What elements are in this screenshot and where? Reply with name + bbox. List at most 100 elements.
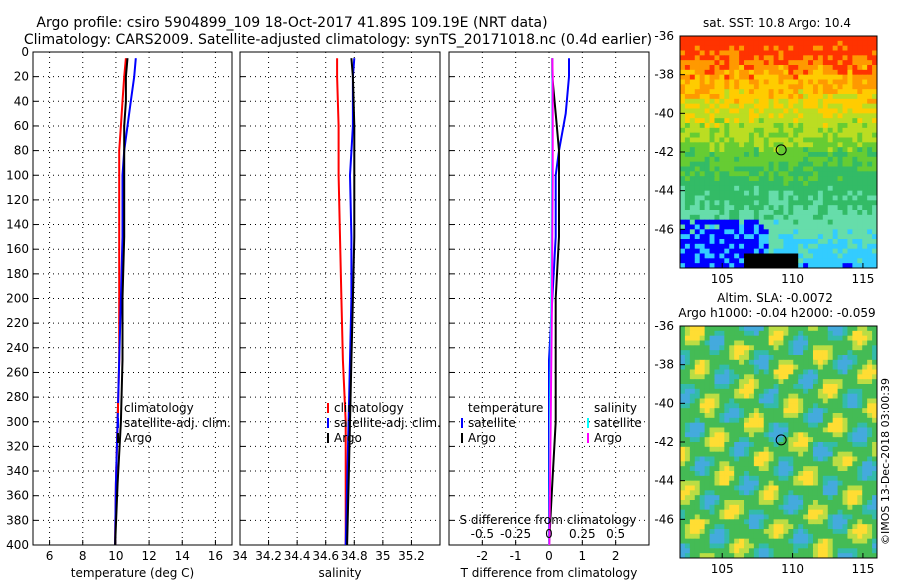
map-cell [842,263,848,268]
map-cell [753,461,760,467]
map-cell [808,229,814,235]
map-cell [827,147,834,153]
map-cell [837,379,844,385]
map-cell [803,553,809,558]
map-cell [852,475,858,482]
map-cell [694,65,701,71]
map-cell [684,504,691,511]
map-cell [808,176,814,182]
map-cell [724,446,730,453]
map-cell [729,142,735,148]
map-cell [724,422,730,428]
map-cell [694,485,701,491]
map-cell [842,132,848,138]
map-cell [709,495,715,501]
map-cell [852,181,858,187]
map-cell [744,142,750,148]
map-cell [680,509,686,515]
map-cell [842,253,848,259]
map-cell [768,335,775,341]
map-cell [812,55,819,61]
map-cell [689,152,696,158]
map-cell [812,364,819,370]
map-cell [798,156,804,163]
map-cell [689,123,696,129]
map-cell [872,388,877,395]
map-cell [837,40,844,47]
map-cell [832,190,839,196]
map-cell [699,127,706,134]
map-cell [862,214,868,221]
map-cell [872,417,877,424]
map-cell [827,127,834,134]
map-cell [758,55,765,61]
map-cell [803,55,809,61]
map-cell [739,451,745,457]
map-cell [748,219,755,225]
map-cell [778,408,784,414]
map-cell [867,326,873,332]
map-cell [699,417,706,424]
map-cell [704,200,711,206]
map-cell [842,103,848,109]
map-cell [753,45,760,51]
map-cell [847,137,853,143]
x-tick-label: 105 [711,272,734,286]
map-cell [704,364,711,370]
map-cell [842,519,848,525]
map-cell [758,89,765,95]
map-cell [837,50,844,56]
map-cell [694,475,701,482]
map-cell [867,461,873,467]
map-cell [842,543,848,549]
map-cell [867,509,873,515]
map-cell [852,258,858,264]
map-cell [822,437,829,443]
map-cell [763,113,770,119]
map-cell [680,60,686,66]
map-cell [763,200,770,206]
map-cell [812,239,819,245]
map-cell [808,509,814,515]
map-cell [758,533,765,540]
map-cell [812,350,819,356]
map-cell [778,543,784,549]
map-cell [857,509,863,515]
map-cell [832,176,839,182]
map-cell [719,40,725,47]
map-cell [680,263,686,268]
map-cell [827,403,834,409]
map-cell [684,123,691,129]
map-cell [862,543,868,549]
map-cell [842,161,848,167]
map-cell [817,263,824,268]
map-cell [758,118,765,124]
map-cell [694,161,701,167]
map-cell [714,456,720,462]
map-cell [724,538,730,544]
map-cell [748,166,755,172]
map-cell [808,60,814,66]
map-cell [768,514,775,520]
map-cell [680,345,686,351]
map-cell [837,384,844,390]
map-cell [778,490,784,496]
map-cell [872,45,877,51]
map-cell [684,524,691,530]
map-cell [852,456,858,462]
map-cell [714,403,720,409]
map-cell [852,437,858,443]
map-cell [793,326,799,332]
map-cell [842,379,848,385]
map-cell [689,176,696,182]
map-cell [694,461,701,467]
map-cell [852,103,858,109]
map-cell [827,456,834,462]
map-cell [783,156,789,163]
map-cell [689,103,696,109]
map-cell [768,369,775,375]
map-cell [852,108,858,114]
map-cell [822,258,829,264]
map-cell [867,243,873,250]
map-cell [842,142,848,148]
